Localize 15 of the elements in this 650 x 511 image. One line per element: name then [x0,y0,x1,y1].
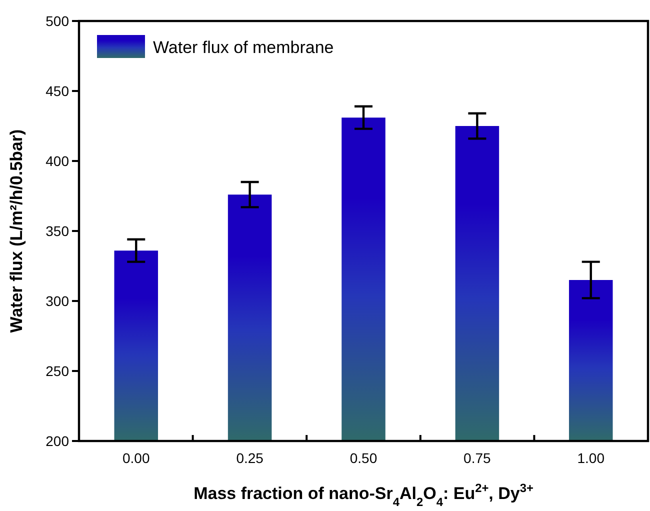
y-tick-label: 500 [46,12,70,29]
x-tick-label: 0.75 [464,450,492,466]
y-tick-label: 350 [46,222,70,239]
y-tick-label: 250 [46,362,70,379]
x-tick-label: 0.50 [350,450,378,466]
y-tick-label: 300 [46,292,70,309]
y-tick-label: 200 [46,432,70,449]
y-axis-title: Water flux (L/m²/h/0.5bar) [7,129,26,333]
x-tick-label: 0.00 [122,450,150,466]
legend-label: Water flux of membrane [153,38,334,57]
y-tick-label: 450 [46,82,70,99]
text: Mass fraction of nano-Sr$_{4}$Al$_{2}$O$_{4}$: Eu$^{2+}$, Dy$^{3+}$ [194,481,534,509]
x-tick-label: 1.00 [577,450,605,466]
x-tick-label: 0.25 [236,450,264,466]
y-tick-label: 400 [46,152,70,169]
